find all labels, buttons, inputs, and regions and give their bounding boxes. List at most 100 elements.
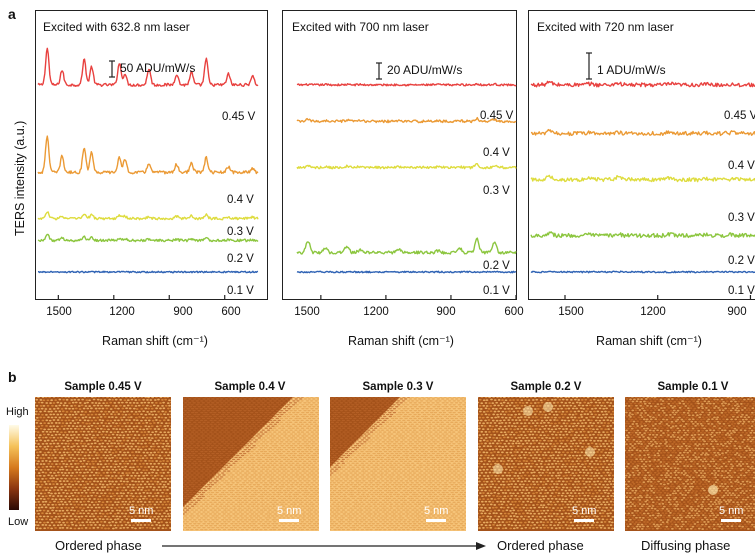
stm-feature <box>248 441 252 443</box>
stm-feature <box>399 433 403 435</box>
stm-feature <box>197 429 202 431</box>
stm-feature <box>303 460 307 463</box>
stm-feature <box>257 425 261 427</box>
stm-feature <box>220 429 224 431</box>
stm-feature <box>300 509 305 511</box>
x-tick-label: 600 <box>221 306 241 318</box>
stm-feature <box>145 457 149 459</box>
stm-feature <box>369 404 374 406</box>
stm-feature <box>424 431 429 433</box>
stm-feature <box>232 454 236 457</box>
stm-feature <box>168 416 171 419</box>
stm-feature <box>445 398 450 400</box>
chart-632-plot <box>37 47 259 300</box>
stm-feature <box>41 397 45 399</box>
stm-feature <box>257 476 262 478</box>
stm-feature <box>47 474 50 477</box>
stm-feature <box>157 428 161 430</box>
stm-feature <box>188 480 192 482</box>
stm-feature <box>454 429 459 431</box>
chart-720-trace-label: 0.3 V <box>728 212 755 224</box>
stm-terrace <box>330 397 466 531</box>
stm-feature <box>247 437 252 439</box>
stm-feature <box>222 400 226 402</box>
stm-feature <box>217 458 222 461</box>
stm-feature <box>183 503 187 505</box>
stm-feature <box>245 493 249 496</box>
stm-feature <box>135 459 139 462</box>
stm-feature <box>300 528 305 531</box>
stm-feature <box>247 421 252 424</box>
stm-feature <box>37 408 41 410</box>
stm-feature <box>145 404 149 407</box>
stm-feature <box>115 457 119 459</box>
stm-feature <box>193 460 197 463</box>
stm-feature <box>443 435 447 437</box>
stm-feature <box>457 397 461 398</box>
stm-feature <box>286 450 291 453</box>
stm-feature <box>411 415 415 418</box>
stm-feature <box>194 454 199 457</box>
stm-feature <box>264 493 268 496</box>
stm-feature <box>365 400 369 402</box>
stm-feature <box>280 499 284 502</box>
stm-feature <box>442 462 447 464</box>
stm-feature <box>199 478 204 480</box>
stm-feature <box>294 425 298 427</box>
stm-feature <box>125 507 129 509</box>
stm-feature <box>241 525 245 527</box>
stm-feature <box>394 460 399 463</box>
stm-feature <box>75 442 79 445</box>
stm-feature <box>111 451 115 454</box>
stm-feature <box>211 499 215 502</box>
stm-feature <box>399 456 404 459</box>
stm-feature <box>236 423 240 425</box>
stm-feature <box>346 447 350 449</box>
stm-feature <box>151 518 155 521</box>
stm-feature <box>153 433 157 436</box>
stm-feature <box>152 527 156 530</box>
stm-feature <box>360 397 364 398</box>
stm-feature <box>238 495 242 498</box>
stm-feature <box>252 480 256 482</box>
stm-feature <box>240 431 245 433</box>
stm-feature <box>114 526 118 529</box>
stm-feature <box>150 506 154 509</box>
stm-feature <box>188 476 192 478</box>
stm-feature <box>436 445 441 447</box>
stm-feature <box>137 399 141 401</box>
stm-feature <box>388 439 392 441</box>
stm-feature <box>438 462 442 464</box>
stm-feature <box>66 486 70 488</box>
stm-feature <box>160 451 164 454</box>
stm-feature <box>69 469 73 471</box>
stm-feature <box>236 478 240 480</box>
stm-feature <box>383 447 387 449</box>
stm-feature <box>103 428 107 431</box>
stm-feature <box>195 404 199 406</box>
stm-feature <box>219 476 224 478</box>
stm-feature <box>144 489 148 492</box>
stm-feature <box>301 489 305 492</box>
stm-feature <box>215 480 219 482</box>
stm-feature <box>197 421 202 424</box>
stm-feature <box>43 422 47 425</box>
stm-feature <box>358 406 362 408</box>
stm-feature <box>200 400 204 402</box>
stm-feature <box>337 431 342 433</box>
stm-feature <box>51 509 54 512</box>
stm-feature <box>277 513 282 515</box>
stm-feature <box>103 486 107 488</box>
stm-feature <box>259 513 264 515</box>
stm-feature <box>204 517 208 519</box>
stm-feature <box>266 448 271 451</box>
stm-feature <box>285 409 289 412</box>
stm-feature <box>409 448 413 451</box>
stm-feature <box>127 416 131 419</box>
stm-feature <box>252 413 257 416</box>
stm-feature <box>245 513 250 515</box>
stm-feature <box>280 398 284 400</box>
stm-feature <box>183 456 187 459</box>
stm-feature <box>217 513 222 515</box>
stm-feature <box>88 399 91 402</box>
